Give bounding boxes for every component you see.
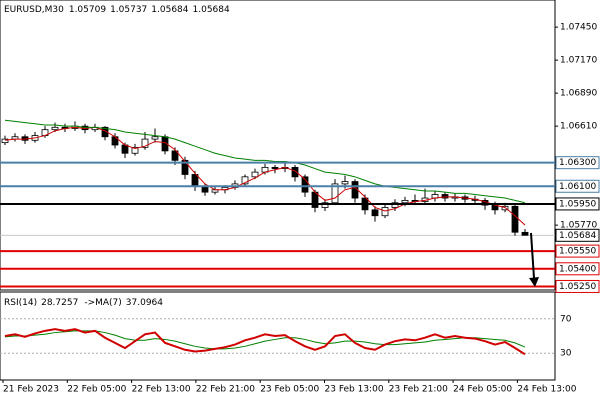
rsi-line <box>4 328 526 356</box>
candle-body <box>141 138 149 148</box>
rsi-tick-label: 30 <box>560 349 572 359</box>
candle-body <box>521 231 529 236</box>
candle-body <box>341 181 349 185</box>
level-label-box <box>555 179 600 193</box>
level-label-box <box>555 197 600 211</box>
candle-body <box>251 171 259 178</box>
x-tick-label: 24 Feb 13:00 <box>517 385 576 395</box>
candle-body <box>401 200 409 204</box>
candle-body <box>331 183 339 204</box>
candle-body <box>301 176 309 193</box>
rsi-tick-label: 70 <box>560 314 572 324</box>
candle-body <box>241 176 249 185</box>
current-price-label: 1.05684 <box>559 231 596 241</box>
level-label: 1.05950 <box>559 199 596 209</box>
candle-body <box>381 207 389 217</box>
candle-body <box>101 126 109 138</box>
y-tick-label: 1.07450 <box>560 23 597 33</box>
level-label: 1.05250 <box>559 282 596 292</box>
x-tick-label: 22 Feb 13:00 <box>132 385 191 395</box>
rsi-header: RSI(14) 28.7257 ->MA(7) 37.0964 <box>4 298 163 308</box>
candle-body <box>271 166 279 169</box>
level-label: 1.05400 <box>559 264 596 274</box>
candle-body <box>171 150 179 161</box>
candle-body <box>511 205 519 233</box>
chart-header: EURUSD,M30 1.05709 1.05737 1.05684 1.05684 <box>4 5 230 15</box>
main-panel <box>0 0 556 291</box>
x-tick-label: 21 Feb 2023 <box>3 385 59 395</box>
candle-body <box>371 209 379 217</box>
level-label: 1.05550 <box>559 247 596 257</box>
y-tick-label: 1.06890 <box>560 89 597 99</box>
x-tick-label: 23 Feb 05:00 <box>260 385 319 395</box>
candle-body <box>291 166 299 178</box>
x-tick-label: 22 Feb 21:00 <box>196 385 255 395</box>
x-tick-label: 23 Feb 13:00 <box>325 385 384 395</box>
candle-body <box>1 138 9 144</box>
candle-body <box>131 146 139 154</box>
x-tick-label: 24 Feb 05:00 <box>453 385 512 395</box>
candle-body <box>441 194 449 199</box>
candle-body <box>321 202 329 208</box>
x-tick-label: 22 Feb 05:00 <box>67 385 126 395</box>
level-label: 1.06100 <box>559 182 596 192</box>
current-price-box <box>555 228 600 242</box>
arrow-head <box>529 277 539 287</box>
y-tick-label: 1.07170 <box>560 56 597 66</box>
candle-body <box>51 126 59 131</box>
candle-body <box>181 159 189 175</box>
level-label-box <box>555 262 600 276</box>
y-tick-label: 1.06610 <box>560 122 597 132</box>
moving-average <box>4 119 526 204</box>
level-label: 1.06300 <box>559 158 596 168</box>
y-tick-label: 1.05770 <box>560 221 597 231</box>
level-label-box <box>555 244 600 258</box>
level-label-box <box>555 279 600 293</box>
candle-body <box>151 136 159 140</box>
arrow-shaft <box>530 232 535 279</box>
candle-body <box>391 202 399 208</box>
level-label-box <box>555 156 600 170</box>
x-tick-label: 23 Feb 21:00 <box>389 385 448 395</box>
